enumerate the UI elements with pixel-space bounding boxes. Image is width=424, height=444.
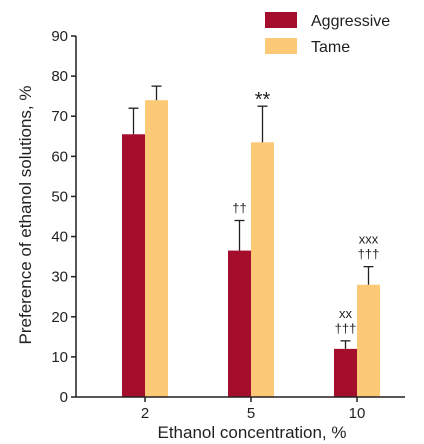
significance-mark: †† [232,201,246,216]
y-tick-label: 70 [51,108,68,125]
legend-item-tame: Tame [265,38,350,56]
legend: Aggressive Tame [265,12,390,56]
significance-mark: xxx [359,232,379,247]
error-bar-aggressive-10 [340,340,351,349]
bars [122,100,380,397]
significance-mark: ††† [335,321,357,336]
x-axis-title: Ethanol concentration, % [157,423,346,442]
legend-label: Aggressive [311,13,390,30]
bar-tame-5 [251,142,274,397]
y-tick-label: 10 [51,349,68,366]
y-tick-label: 30 [51,269,68,286]
significance-mark: ††† [358,247,380,262]
x-axis: 2 5 10 [76,396,405,422]
bar-aggressive-2 [122,134,145,397]
bar-aggressive-5 [228,250,251,397]
significance-annotations: ††xx†††**xxx††† [232,89,379,336]
error-bar-tame-10 [363,265,374,285]
y-axis: 0 10 20 30 40 50 60 70 80 90 [51,28,77,406]
y-tick-label: 90 [51,28,68,45]
y-tick-label: 50 [51,188,68,205]
error-bars [128,85,374,349]
y-axis-title: Preference of ethanol solutions, % [16,86,35,345]
significance-mark: xx [339,306,353,321]
bar-aggressive-10 [334,348,357,397]
x-tick-label: 2 [141,405,149,422]
legend-label: Tame [311,39,350,56]
bar-tame-2 [145,100,168,397]
error-bar-aggressive-5 [234,219,245,251]
y-tick-label: 20 [51,309,68,326]
x-tick-label: 5 [247,405,255,422]
error-bar-aggressive-2 [128,107,139,135]
legend-swatch [265,12,297,28]
y-tick-label: 40 [51,229,68,246]
error-bar-tame-5 [257,105,268,143]
y-tick-label: 80 [51,68,68,85]
error-bar-tame-2 [151,85,162,101]
x-tick-label: 10 [349,405,366,422]
bar-tame-10 [357,284,380,397]
legend-swatch [265,38,297,54]
legend-item-aggressive: Aggressive [265,12,390,30]
significance-mark: ** [255,89,271,111]
y-tick-label: 0 [60,389,68,406]
y-tick-label: 60 [51,148,68,165]
